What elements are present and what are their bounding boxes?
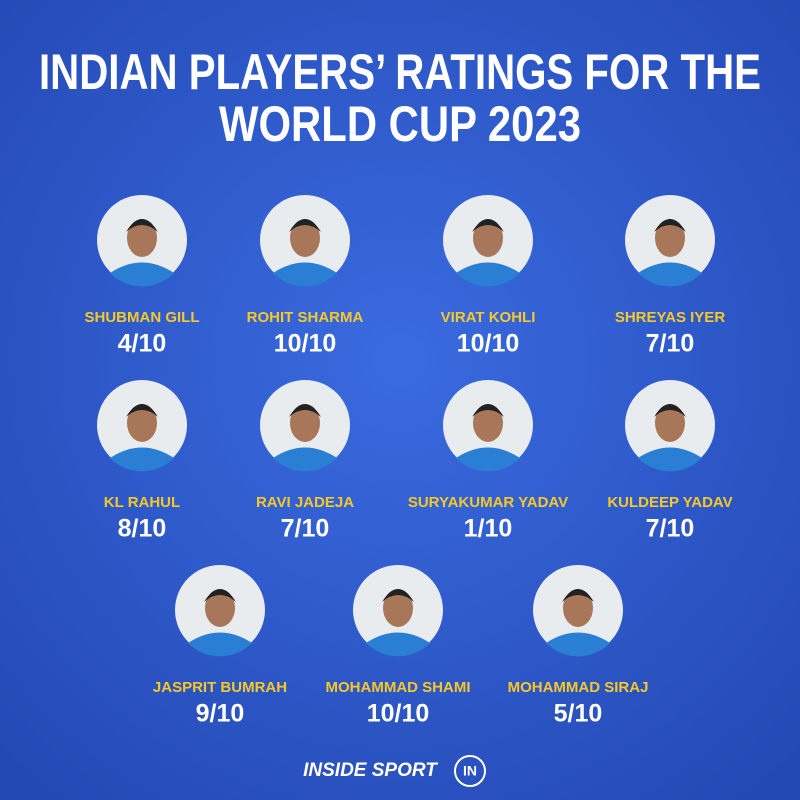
face: [473, 404, 503, 442]
player-name: KULDEEP YADAV: [607, 494, 732, 511]
face: [290, 404, 320, 442]
title-line: INDIAN PLAYERS’ RATINGS FOR THE: [39, 44, 761, 100]
hair: [654, 219, 686, 232]
jersey: [366, 632, 430, 657]
jersey: [638, 262, 702, 287]
player-rating: 1/10: [464, 515, 513, 543]
player-rating: 8/10: [118, 515, 167, 543]
player-rating: 7/10: [646, 330, 695, 358]
jersey: [273, 262, 337, 287]
player-name: SURYAKUMAR YADAV: [408, 494, 568, 511]
player-rating: 9/10: [196, 700, 245, 728]
player-name: KL RAHUL: [104, 494, 180, 511]
player-name: ROHIT SHARMA: [247, 309, 364, 326]
jersey: [110, 262, 174, 287]
face: [205, 589, 235, 627]
jersey: [546, 632, 610, 657]
player-name: SHUBMAN GILL: [85, 309, 200, 326]
player-rating: 10/10: [367, 700, 430, 728]
player-rating: 10/10: [274, 330, 337, 358]
jersey: [638, 447, 702, 472]
jersey: [110, 447, 174, 472]
face: [655, 404, 685, 442]
player-name: JASPRIT BUMRAH: [153, 679, 287, 696]
player-rating: 5/10: [554, 700, 603, 728]
hair: [472, 219, 504, 232]
hair: [289, 219, 321, 232]
face: [127, 219, 157, 257]
player-rating: 4/10: [118, 330, 167, 358]
hair: [289, 404, 321, 417]
hair: [204, 589, 236, 602]
player-rating: 7/10: [281, 515, 330, 543]
player-name: MOHAMMAD SHAMI: [326, 679, 471, 696]
player-grid: SHUBMAN GILL 4/10 ROHIT SHARMA 10/10 VIRAT K…: [85, 195, 733, 728]
logo: IN: [463, 763, 477, 779]
face: [473, 219, 503, 257]
face: [563, 589, 593, 627]
player-name: SHREYAS IYER: [615, 309, 725, 326]
jersey: [188, 632, 252, 657]
hair: [472, 404, 504, 417]
player-name: RAVI JADEJA: [256, 494, 354, 511]
hair: [126, 404, 158, 417]
hair: [562, 589, 594, 602]
hair: [654, 404, 686, 417]
jersey: [456, 447, 520, 472]
title-line: WORLD CUP 2023: [219, 96, 581, 152]
brand: INSIDE SPORT: [303, 760, 438, 781]
face: [127, 404, 157, 442]
player-name: MOHAMMAD SIRAJ: [508, 679, 649, 696]
logo-ring: [454, 755, 486, 787]
face: [655, 219, 685, 257]
hair: [382, 589, 414, 602]
player-rating: 7/10: [646, 515, 695, 543]
jersey: [456, 262, 520, 287]
player-rating: 10/10: [457, 330, 520, 358]
jersey: [273, 447, 337, 472]
face: [383, 589, 413, 627]
player-name: VIRAT KOHLI: [441, 309, 536, 326]
hair: [126, 219, 158, 232]
face: [290, 219, 320, 257]
